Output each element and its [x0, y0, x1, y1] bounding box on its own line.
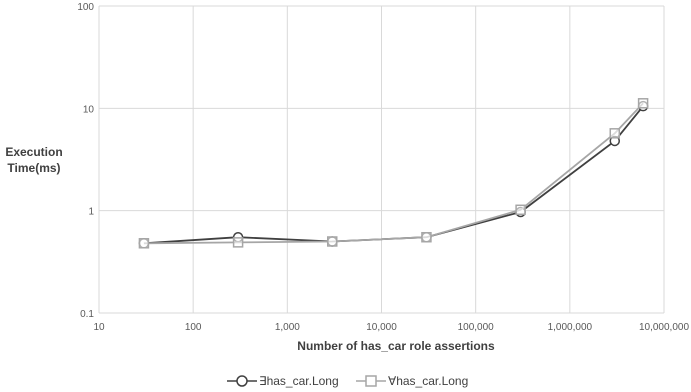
y-tick-label: 1 — [88, 207, 94, 218]
legend-item-forall[interactable]: ∀has_car.Long — [356, 374, 468, 388]
series-line — [143, 102, 644, 245]
x-tick-label: 100,000 — [458, 322, 495, 333]
data-point-square[interactable] — [515, 204, 526, 216]
x-tick-labels: 10 100 1,000 10,000 100,000 1,000,000 10,000,0… — [93, 322, 689, 333]
y-tick-label: 100 — [77, 2, 94, 13]
data-point-square[interactable] — [138, 238, 150, 249]
x-tick-label: 1,000,000 — [548, 322, 593, 333]
grid-lines — [98, 5, 665, 314]
y-tick-label: 10 — [83, 104, 95, 115]
legend-item-exists[interactable]: ∃has_car.Long — [227, 374, 339, 388]
legend-marker-circle — [236, 375, 248, 387]
x-tick-label: 1,000 — [275, 322, 300, 333]
data-point-square[interactable] — [421, 231, 432, 243]
y-axis-title-line2: Time(ms) — [7, 161, 60, 175]
x-axis-title: Number of has_car role assertions — [297, 339, 495, 353]
data-point-square[interactable] — [327, 236, 338, 247]
y-tick-label: 0.1 — [80, 309, 94, 320]
data-point-square[interactable] — [232, 237, 244, 248]
data-point-square[interactable] — [637, 98, 649, 109]
legend-label-forall: ∀has_car.Long — [388, 374, 468, 388]
legend-label-exists: ∃has_car.Long — [259, 374, 339, 388]
x-tick-label: 10 — [93, 322, 105, 333]
data-point-square[interactable] — [609, 128, 621, 139]
series-lines — [138, 98, 649, 249]
legend: ∃has_car.Long ∀has_car.Long — [227, 374, 468, 388]
y-axis-title-line1: Execution — [5, 145, 62, 159]
x-tick-label: 100 — [185, 322, 202, 333]
series-exists — [138, 100, 649, 249]
y-tick-labels: 0.1 1 10 100 — [77, 2, 94, 320]
x-tick-label: 10,000,000 — [639, 322, 689, 333]
series-forall — [138, 98, 649, 249]
legend-marker-square — [365, 375, 377, 387]
series-line — [143, 105, 644, 245]
x-tick-label: 10,000 — [366, 322, 397, 333]
